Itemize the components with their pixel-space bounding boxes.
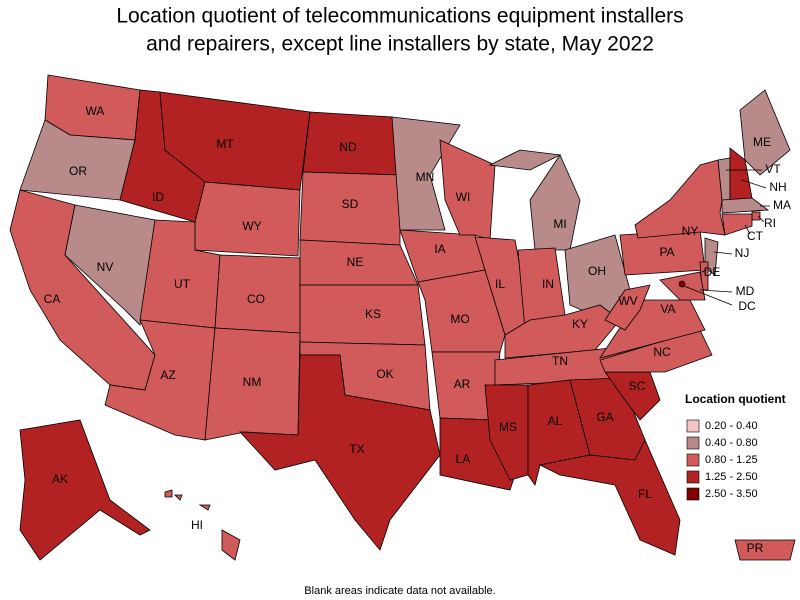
state-label: VA bbox=[660, 302, 675, 316]
state-label: IA bbox=[434, 242, 445, 256]
state-labels: WA OR CA NV ID MT WY UT CO AZ NM ND SD NE KS OK TX MN IA MO… bbox=[44, 104, 791, 555]
state-shape bbox=[299, 284, 426, 346]
state-label: TN bbox=[552, 354, 568, 368]
state-label: HI bbox=[191, 518, 203, 532]
state-label: ME bbox=[753, 135, 771, 149]
legend-label: 0.80 - 1.25 bbox=[705, 454, 758, 466]
state-shape bbox=[221, 529, 241, 561]
leader-line bbox=[757, 215, 765, 223]
state-label: DE bbox=[704, 265, 721, 279]
state-shape bbox=[198, 504, 211, 511]
state-label: MI bbox=[553, 217, 566, 231]
state-shape bbox=[484, 384, 529, 481]
state-label: MA bbox=[773, 198, 791, 212]
leader-line bbox=[699, 289, 733, 293]
state-label: AK bbox=[52, 472, 68, 486]
state-label: MT bbox=[216, 137, 234, 151]
state-shape bbox=[721, 197, 770, 214]
state-shape bbox=[634, 159, 726, 239]
legend-label: 2.50 - 3.50 bbox=[705, 488, 758, 500]
state-shape bbox=[64, 204, 156, 326]
leader-line bbox=[741, 179, 767, 189]
state-label: AR bbox=[454, 377, 471, 391]
state-shape bbox=[678, 280, 686, 288]
state-shape bbox=[194, 181, 301, 257]
state-label: SD bbox=[342, 197, 359, 211]
state-label: FL bbox=[638, 487, 652, 501]
state-label: NE bbox=[347, 255, 364, 269]
state-shape bbox=[164, 489, 173, 498]
note: Blank areas indicate data not available. bbox=[304, 585, 495, 597]
state-shape bbox=[538, 439, 681, 556]
legend-swatch bbox=[686, 453, 700, 467]
state-label: MS bbox=[499, 420, 517, 434]
state-shape bbox=[734, 539, 796, 561]
state-label: IL bbox=[495, 277, 505, 291]
state-label: ID bbox=[152, 190, 164, 204]
state-label: ND bbox=[339, 140, 357, 154]
state-label: GA bbox=[596, 410, 613, 424]
state-label: IN bbox=[542, 277, 554, 291]
state-label: OH bbox=[588, 264, 606, 278]
state-label: WY bbox=[242, 219, 261, 233]
state-shape bbox=[488, 149, 562, 171]
legend: 0.20 - 0.40 0.40 - 0.80 0.80 - 1.25 1.25 - … bbox=[686, 419, 758, 501]
state-label: MO bbox=[450, 312, 469, 326]
state-label: NC bbox=[653, 345, 671, 359]
state-label: PA bbox=[659, 245, 674, 259]
state-label: AL bbox=[548, 414, 563, 428]
state-label: CA bbox=[44, 292, 61, 306]
leader-line bbox=[701, 269, 707, 273]
state-shape bbox=[721, 213, 753, 236]
state-shape bbox=[19, 419, 151, 561]
legend-label: 0.20 - 0.40 bbox=[705, 420, 758, 432]
state-label: UT bbox=[174, 277, 191, 291]
state-label: OK bbox=[376, 367, 393, 381]
state-label: PR bbox=[747, 541, 764, 555]
state-label: VT bbox=[765, 162, 781, 176]
state-shape bbox=[239, 354, 441, 551]
title-line: Location quotient of telecommunications … bbox=[116, 5, 683, 28]
state-label: RI bbox=[764, 216, 776, 230]
state-label: NH bbox=[769, 180, 786, 194]
state-label: DC bbox=[738, 299, 756, 313]
leader-line bbox=[713, 251, 733, 255]
state-label: TX bbox=[349, 442, 364, 456]
state-label: LA bbox=[456, 452, 471, 466]
state-label: MN bbox=[416, 170, 435, 184]
state-label: AZ bbox=[160, 368, 175, 382]
state-shape bbox=[604, 284, 651, 331]
legend-label: 1.25 - 2.50 bbox=[705, 471, 758, 483]
state-label: CT bbox=[747, 229, 764, 243]
leader-line bbox=[744, 224, 751, 235]
state-shape bbox=[739, 89, 791, 176]
state-label: CO bbox=[247, 292, 265, 306]
legend-label: 0.40 - 0.80 bbox=[705, 437, 758, 449]
state-label: SC bbox=[629, 379, 646, 393]
state-shape bbox=[174, 494, 183, 501]
state-label: NV bbox=[97, 260, 114, 274]
state-shape bbox=[529, 154, 581, 251]
state-label: KS bbox=[365, 307, 381, 321]
legend-title: Location quotient bbox=[685, 392, 786, 406]
legend-swatch bbox=[686, 470, 700, 484]
state-label: MD bbox=[736, 284, 755, 298]
legend-swatch bbox=[686, 436, 700, 450]
state-label: WA bbox=[86, 104, 105, 118]
legend-swatch bbox=[686, 419, 700, 433]
leader-line bbox=[683, 285, 733, 306]
states bbox=[9, 74, 796, 561]
state-label: WV bbox=[618, 294, 637, 308]
state-label: NM bbox=[243, 375, 262, 389]
state-label: WI bbox=[456, 190, 471, 204]
title-line: and repairers, except line installers by… bbox=[146, 33, 654, 56]
state-label: OR bbox=[69, 164, 87, 178]
state-label: NJ bbox=[735, 246, 750, 260]
state-shape bbox=[751, 211, 761, 221]
legend-swatch bbox=[686, 487, 700, 501]
state-label: KY bbox=[572, 317, 588, 331]
state-label: NY bbox=[682, 224, 699, 238]
